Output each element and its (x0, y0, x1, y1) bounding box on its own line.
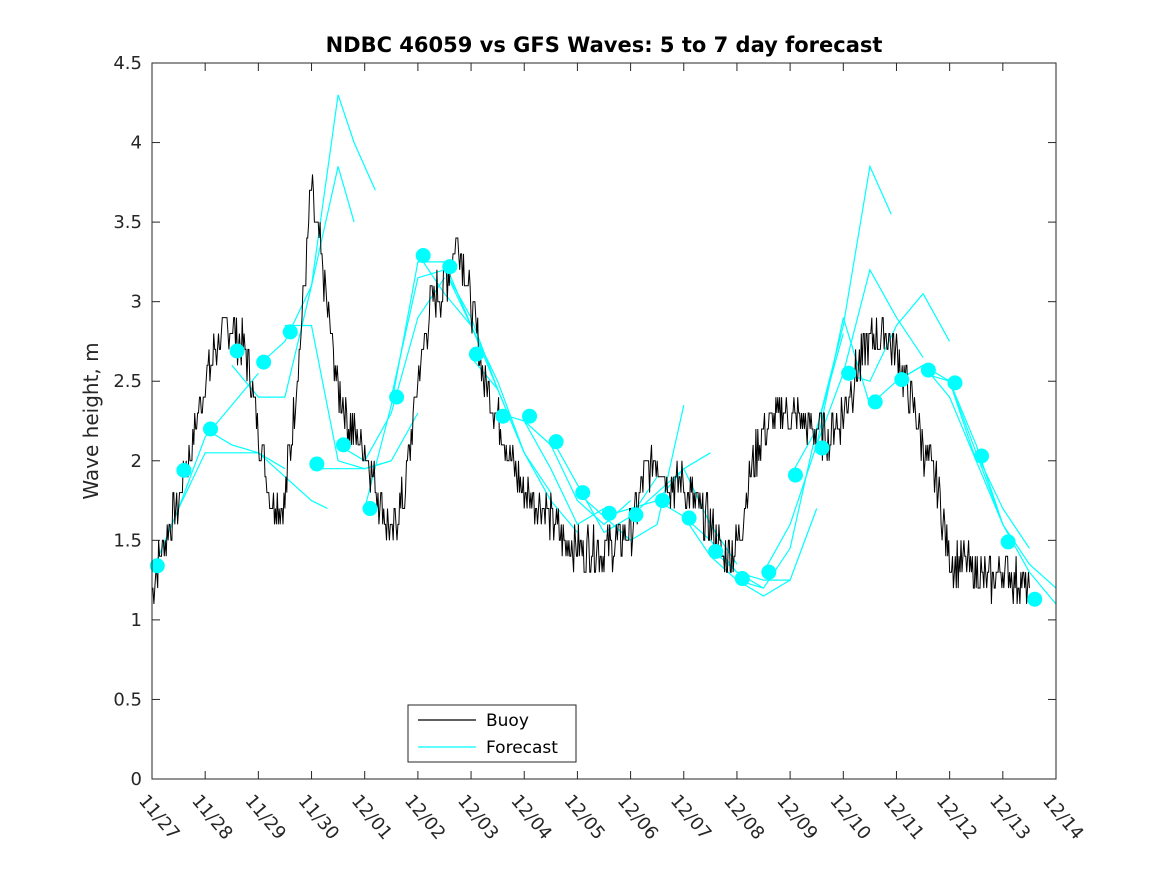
y-tick-label: 0 (131, 769, 142, 790)
forecast-marker (920, 362, 936, 378)
y-tick-label: 4 (131, 133, 142, 154)
forecast-marker (389, 389, 405, 405)
x-tick-label: 12/01 (347, 791, 396, 844)
forecast-marker (229, 343, 245, 359)
forecast-marker (814, 440, 830, 456)
forecast-marker (841, 365, 857, 381)
y-tick-label: 2 (131, 451, 142, 472)
y-tick-label: 3 (131, 292, 142, 313)
x-tick-label: 12/08 (719, 791, 768, 844)
forecast-line-8 (364, 261, 472, 509)
forecast-marker (309, 456, 325, 472)
plot-data (149, 94, 1057, 607)
forecast-line-7 (337, 277, 445, 462)
forecast-marker (1027, 591, 1043, 607)
forecast-line-20 (683, 516, 791, 597)
forecast-marker (628, 507, 644, 523)
x-tick-label: 12/12 (932, 791, 981, 844)
forecast-marker (601, 505, 617, 521)
x-tick-label: 12/03 (453, 791, 502, 844)
buoy-line (152, 174, 1030, 605)
x-tick-label: 11/29 (241, 791, 290, 844)
forecast-line-6 (311, 412, 419, 470)
chart-title: NDBC 46059 vs GFS Waves: 5 to 7 day fore… (326, 33, 883, 57)
forecast-marker (415, 248, 431, 264)
forecast-marker (734, 571, 750, 587)
x-tick-label: 12/02 (400, 791, 449, 844)
forecast-line-22 (736, 333, 844, 589)
y-axis-label: Wave height, m (79, 342, 103, 499)
forecast-marker (442, 259, 458, 275)
forecast-line-25 (816, 268, 924, 446)
forecast-marker (522, 408, 538, 424)
forecast-line-0 (151, 372, 259, 573)
y-tick-label: 0.5 (113, 689, 142, 710)
x-tick-label: 11/28 (187, 791, 236, 844)
forecast-line-1 (178, 452, 286, 509)
forecast-line-24 (789, 164, 892, 477)
forecast-marker (787, 467, 803, 483)
forecast-marker (681, 510, 697, 526)
forecast-marker (894, 372, 910, 388)
x-tick-label: 12/09 (772, 791, 821, 844)
x-tick-label: 12/04 (506, 791, 555, 844)
legend-label-forecast: Forecast (486, 738, 558, 758)
forecast-marker (867, 394, 883, 410)
forecast-line-12 (470, 357, 578, 533)
forecast-marker (654, 493, 670, 509)
forecast-marker (282, 324, 298, 340)
x-tick-label: 12/13 (985, 791, 1034, 844)
forecast-marker (362, 501, 378, 517)
forecast-line-3 (231, 166, 355, 398)
forecast-marker (468, 346, 484, 362)
y-tick-label: 4.5 (113, 53, 142, 74)
y-tick-label: 3.5 (113, 212, 142, 233)
forecast-marker (761, 564, 777, 580)
forecast-marker (575, 485, 591, 501)
forecast-line-13 (497, 412, 605, 526)
x-tick-label: 12/14 (1038, 791, 1087, 844)
forecast-line-15 (550, 436, 658, 534)
forecast-marker (149, 558, 165, 574)
forecast-marker (548, 434, 564, 450)
forecast-line-2 (204, 428, 328, 510)
x-tick-label: 11/30 (294, 791, 343, 844)
forecast-marker (176, 462, 192, 478)
x-tick-label: 12/05 (560, 791, 609, 844)
forecast-marker (202, 421, 218, 437)
x-tick-label: 11/27 (134, 791, 183, 844)
y-tick-label: 1.5 (113, 530, 142, 551)
forecast-marker (708, 543, 724, 559)
plot-frame (151, 62, 1057, 780)
legend-box (407, 704, 577, 763)
forecast-line-31 (975, 452, 1057, 605)
x-tick-label: 12/11 (879, 791, 928, 844)
y-tick-label: 2.5 (113, 371, 142, 392)
x-tick-label: 12/10 (825, 791, 874, 844)
forecast-line-26 (843, 292, 951, 382)
forecast-marker (335, 437, 351, 453)
forecast-line-4 (257, 94, 376, 366)
legend: Buoy Forecast (407, 704, 577, 763)
forecast-marker (256, 354, 272, 370)
y-tick-label: 1 (131, 610, 142, 631)
x-tick-label: 12/07 (666, 791, 715, 844)
legend-label-buoy: Buoy (486, 711, 529, 731)
forecast-line-11 (443, 269, 552, 493)
forecast-marker (1000, 534, 1016, 550)
x-tick-label: 12/06 (613, 791, 662, 844)
forecast-marker (495, 408, 511, 424)
forecast-marker (974, 448, 990, 464)
forecast-marker (947, 375, 963, 391)
